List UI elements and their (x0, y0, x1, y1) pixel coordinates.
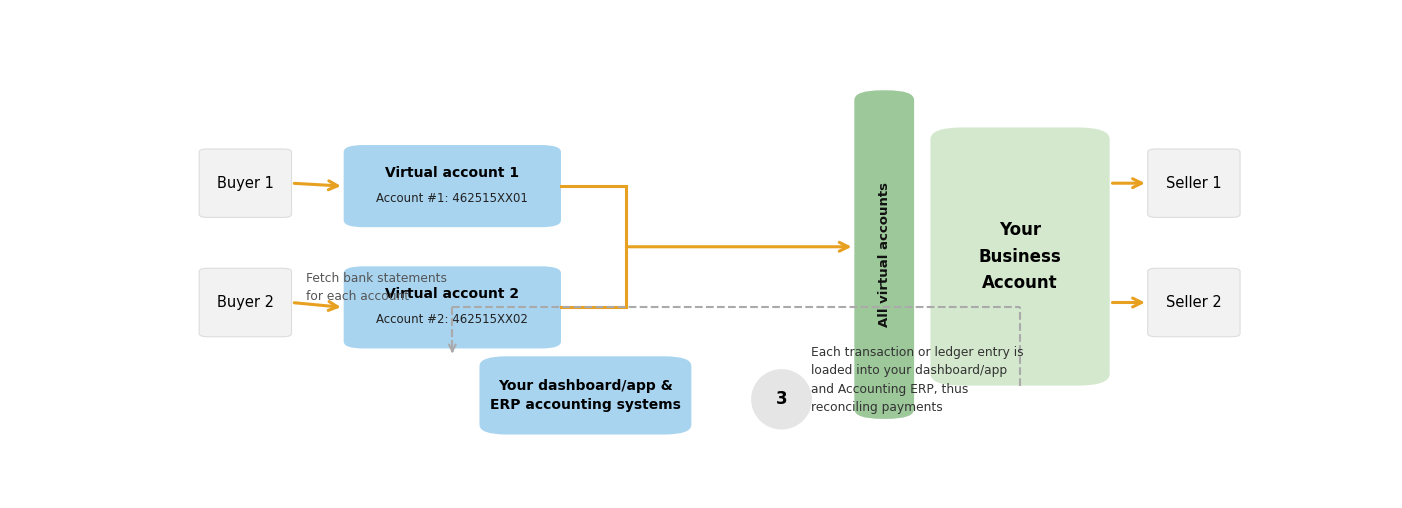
Text: Account #2: 462515XX02: Account #2: 462515XX02 (376, 313, 529, 326)
Text: All virtual accounts: All virtual accounts (878, 182, 890, 327)
Text: 3: 3 (775, 390, 788, 408)
Text: Virtual account 1: Virtual account 1 (386, 166, 519, 180)
FancyBboxPatch shape (931, 128, 1110, 386)
FancyBboxPatch shape (1148, 149, 1239, 217)
FancyBboxPatch shape (479, 356, 691, 434)
Text: Seller 2: Seller 2 (1166, 295, 1221, 310)
Text: Seller 1: Seller 1 (1166, 176, 1221, 190)
Text: Each transaction or ledger entry is
loaded into your dashboard/app
and Accountin: Each transaction or ledger entry is load… (810, 345, 1023, 414)
FancyBboxPatch shape (343, 266, 561, 348)
Text: Your
Business
Account: Your Business Account (979, 221, 1061, 292)
Text: Your dashboard/app &
ERP accounting systems: Your dashboard/app & ERP accounting syst… (489, 378, 681, 412)
FancyBboxPatch shape (199, 268, 292, 337)
Text: Account #1: 462515XX01: Account #1: 462515XX01 (376, 192, 529, 205)
Ellipse shape (751, 369, 812, 430)
Text: Virtual account 2: Virtual account 2 (386, 287, 519, 301)
FancyBboxPatch shape (1148, 268, 1239, 337)
Text: Buyer 1: Buyer 1 (217, 176, 273, 190)
Text: Fetch bank statements
for each account: Fetch bank statements for each account (306, 272, 447, 303)
Text: Buyer 2: Buyer 2 (217, 295, 273, 310)
FancyBboxPatch shape (343, 145, 561, 227)
FancyBboxPatch shape (199, 149, 292, 217)
FancyBboxPatch shape (854, 90, 914, 419)
